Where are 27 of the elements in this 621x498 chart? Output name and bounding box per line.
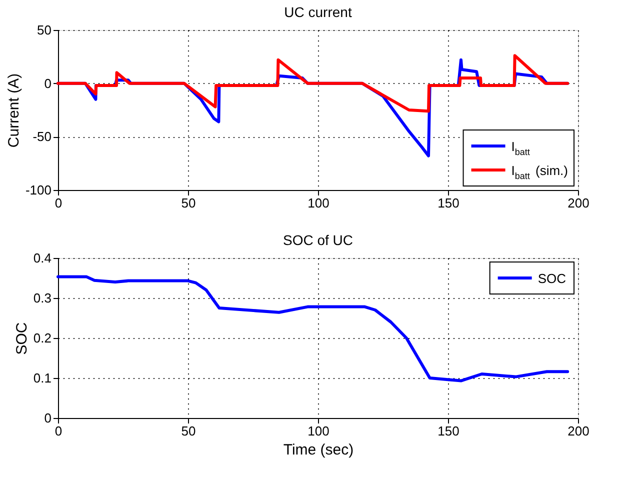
- y-axis-title: Current (A): [5, 73, 22, 148]
- y-tick-label: -50: [32, 129, 52, 144]
- x-tick-label: 50: [181, 196, 196, 210]
- y-tick-label: 0.1: [33, 370, 52, 386]
- chart-title: SOC of UC: [282, 232, 354, 248]
- line-series: [56, 54, 570, 113]
- y-tick-label: 0: [44, 76, 52, 91]
- line-series: [56, 275, 570, 382]
- x-tick-label: 0: [54, 424, 62, 438]
- y-tick-label: -100: [25, 182, 52, 198]
- y-tick-label: 0.3: [33, 290, 52, 306]
- x-tick-label: 200: [568, 424, 590, 438]
- y-axis-title: SOC: [13, 322, 30, 355]
- x-tick-label: 150: [438, 196, 460, 210]
- x-tick-label: 50: [181, 424, 196, 438]
- x-tick-label: 200: [568, 196, 590, 210]
- y-tick-label: 50: [37, 22, 52, 38]
- x-axis-title: Time (sec): [283, 442, 354, 458]
- x-tick-label: 150: [438, 424, 460, 438]
- y-tick-label: 0: [44, 410, 52, 426]
- x-tick-label: 100: [308, 196, 330, 210]
- x-tick-label: 0: [54, 196, 62, 210]
- y-tick-label: 0.2: [33, 330, 52, 346]
- x-tick-label: 100: [308, 424, 330, 438]
- legend-label: SOC: [538, 271, 566, 286]
- chart-title: UC current: [284, 4, 352, 20]
- y-tick-label: 0.4: [33, 250, 52, 266]
